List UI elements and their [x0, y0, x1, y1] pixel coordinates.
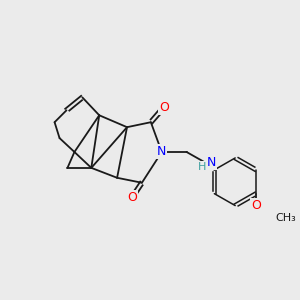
Text: O: O — [127, 191, 137, 204]
Text: O: O — [251, 199, 261, 212]
Text: CH₃: CH₃ — [275, 214, 296, 224]
Text: N: N — [207, 156, 216, 170]
Text: N: N — [157, 146, 167, 158]
Text: O: O — [159, 101, 169, 114]
Text: H: H — [198, 162, 207, 172]
